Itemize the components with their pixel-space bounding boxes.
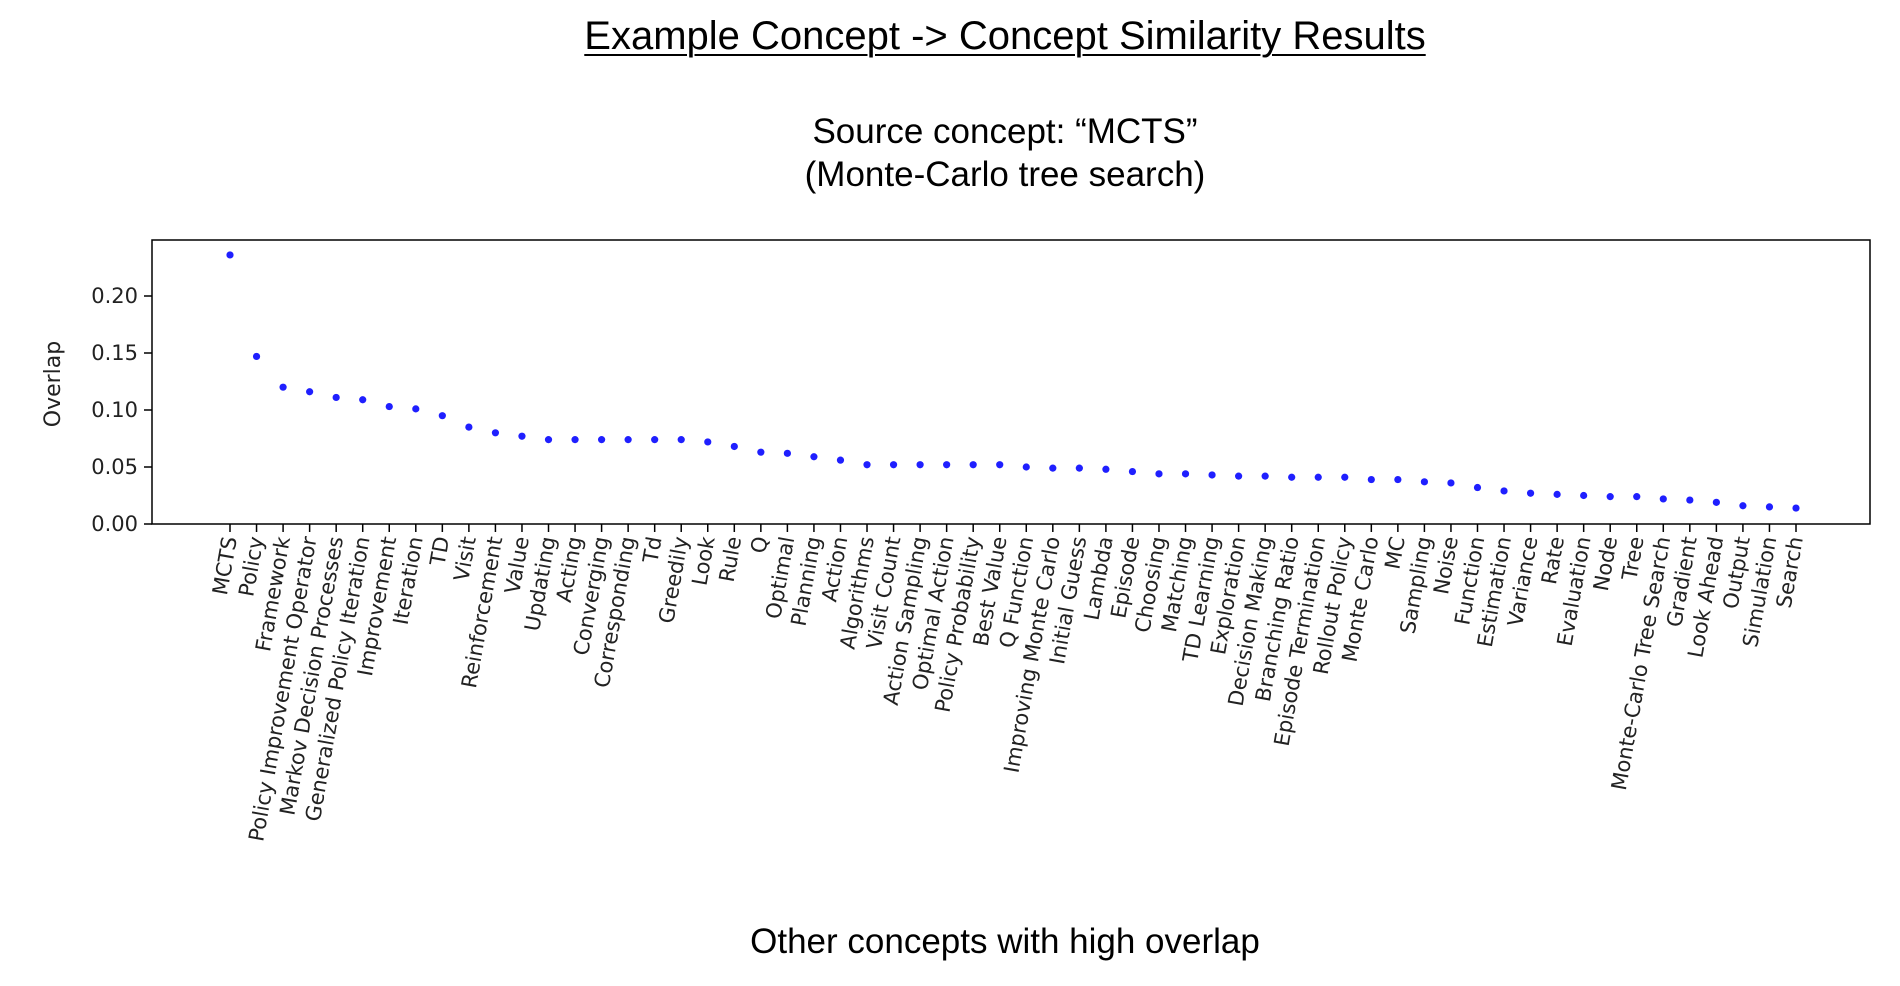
data-point	[1526, 489, 1535, 497]
data-point	[943, 461, 951, 469]
data-point	[1261, 472, 1269, 480]
data-point	[1447, 479, 1455, 487]
data-points	[226, 251, 1800, 512]
data-point	[332, 393, 340, 402]
data-point	[1314, 473, 1322, 481]
data-point	[306, 388, 314, 396]
data-point	[1394, 475, 1402, 484]
x-tick-label: Td	[638, 535, 666, 566]
x-tick-label: TD	[425, 535, 454, 569]
data-point	[518, 432, 526, 440]
chart-subtitle-description: (Monte-Carlo tree search)	[804, 155, 1206, 194]
data-point	[651, 436, 659, 444]
data-point	[624, 436, 632, 444]
y-tick-label: 0.00	[91, 512, 138, 536]
x-tick-label: Q	[746, 535, 773, 555]
data-point	[1580, 491, 1588, 500]
data-point	[1181, 470, 1190, 478]
data-point	[1606, 493, 1614, 501]
data-point	[1473, 483, 1482, 492]
data-point	[279, 383, 287, 391]
data-point	[1022, 463, 1030, 471]
data-point	[1712, 498, 1720, 506]
data-point	[1128, 467, 1137, 476]
data-point	[1288, 473, 1296, 481]
data-point	[359, 396, 367, 404]
y-tick-label: 0.05	[91, 455, 138, 479]
data-point	[1208, 471, 1216, 479]
data-point	[1235, 472, 1243, 480]
data-point	[1367, 475, 1375, 484]
data-point	[1633, 493, 1641, 501]
data-point	[1155, 470, 1163, 478]
data-point	[438, 412, 446, 420]
y-tick-label: 0.15	[91, 341, 138, 365]
data-point	[704, 438, 712, 446]
data-point	[836, 456, 845, 464]
data-point	[730, 442, 738, 451]
data-point	[783, 449, 791, 457]
data-point	[1765, 503, 1774, 511]
data-point	[1792, 504, 1800, 512]
data-point	[544, 436, 553, 444]
plot-frame	[151, 239, 1871, 525]
x-tick-label: MC	[1380, 535, 1409, 571]
data-point	[1553, 490, 1561, 498]
data-point	[465, 423, 473, 431]
data-point	[385, 402, 393, 411]
data-point	[412, 405, 420, 413]
data-point	[1739, 502, 1747, 510]
data-point	[571, 436, 579, 444]
data-point	[1500, 487, 1508, 495]
x-tick-label: Rule	[715, 535, 747, 584]
y-tick-label: 0.20	[91, 284, 138, 308]
data-point	[1075, 464, 1083, 472]
data-point	[810, 453, 818, 461]
data-point	[863, 461, 871, 469]
data-point	[597, 436, 606, 444]
y-axis-label: Overlap	[41, 341, 66, 427]
data-point	[1102, 465, 1110, 473]
data-point	[491, 429, 500, 437]
data-point	[1659, 495, 1667, 503]
data-point	[757, 448, 765, 456]
data-point	[996, 461, 1004, 469]
data-point	[1686, 496, 1694, 504]
y-tick-label: 0.10	[91, 398, 138, 422]
data-point	[1049, 464, 1057, 472]
x-axis-label: Other concepts with high overlap	[750, 922, 1260, 961]
data-point	[226, 251, 234, 259]
data-point	[916, 461, 924, 469]
chart-subtitle-source: Source concept: “MCTS”	[812, 112, 1198, 151]
data-point	[889, 461, 898, 469]
data-point	[677, 436, 685, 444]
data-point	[1420, 478, 1429, 486]
y-axis: 0.00 0.05 0.10 0.15 0.20	[91, 284, 152, 536]
data-point	[1341, 473, 1349, 481]
chart-title: Example Concept -> Concept Similarity Re…	[584, 14, 1426, 58]
data-point	[969, 461, 977, 469]
data-point	[252, 352, 261, 361]
